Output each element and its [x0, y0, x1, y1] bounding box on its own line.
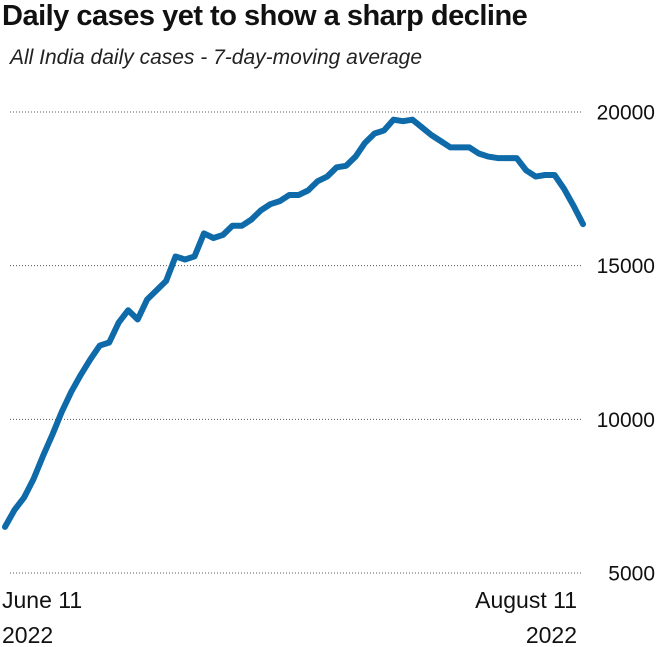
line [2, 116, 586, 530]
y-tick-label: 15000 [597, 255, 655, 278]
y-tick-label: 20000 [597, 102, 655, 125]
x-tick-label: June 11 2022 [2, 587, 83, 647]
y-tick-label: 5000 [608, 563, 655, 586]
chart-title: Daily cases yet to show a sharp decline [2, 0, 528, 32]
y-tick-label: 10000 [597, 409, 655, 432]
chart-subtitle: All India daily cases - 7-day-moving ave… [10, 46, 423, 69]
x-tick-label: August 11 2022 [475, 587, 577, 647]
